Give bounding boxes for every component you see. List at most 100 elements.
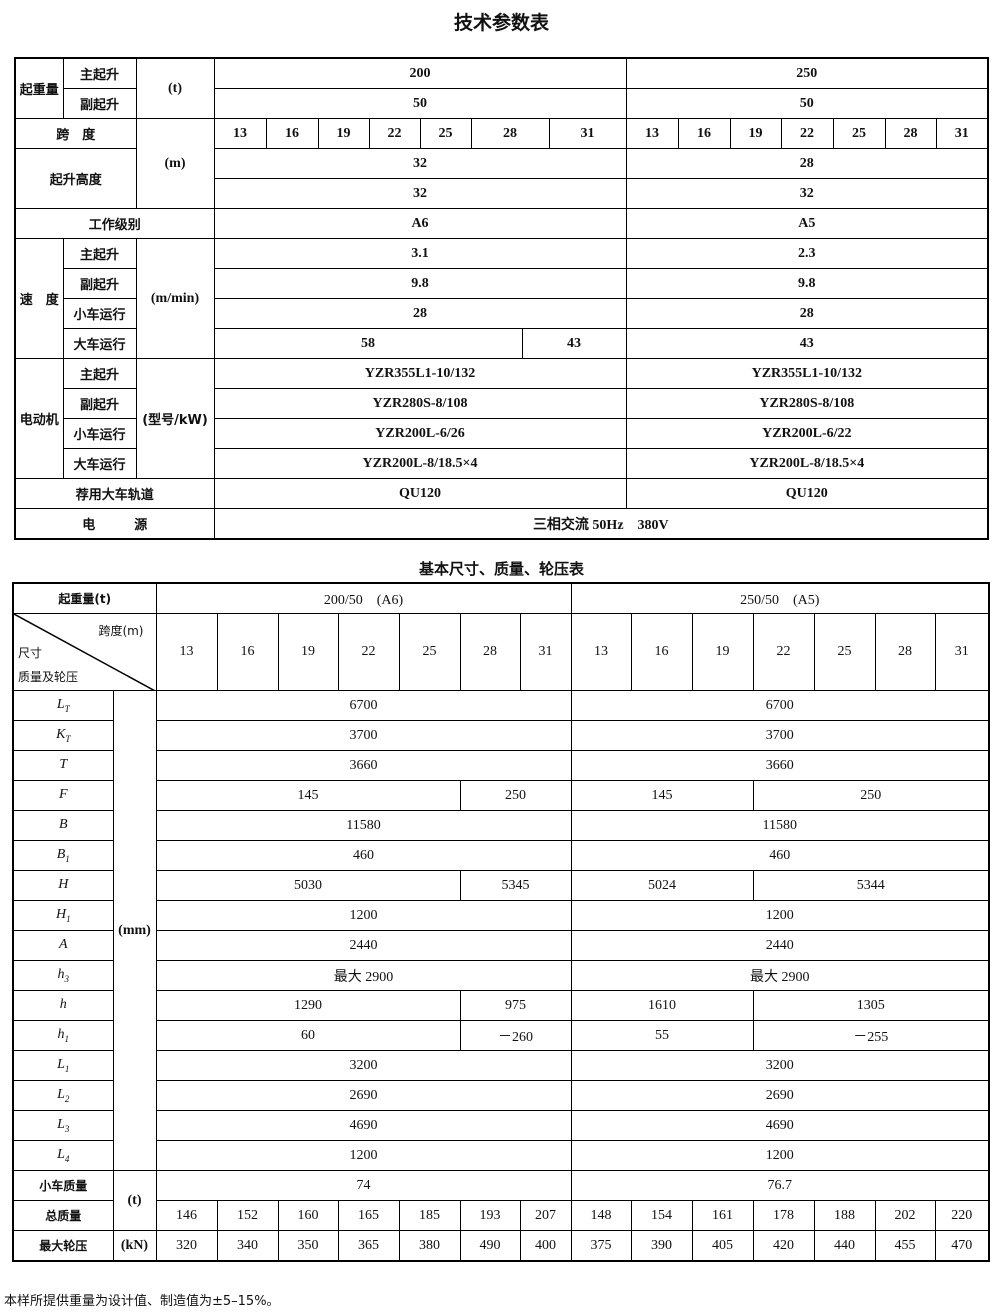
- cell: 145: [570, 780, 754, 811]
- table-title-dimensions: 基本尺寸、质量、轮压表: [418, 560, 584, 578]
- cell: 365: [337, 1230, 400, 1262]
- cell: 3660: [155, 750, 572, 781]
- cell: 3660: [570, 750, 990, 781]
- duty-label: 工作级别: [14, 208, 215, 239]
- unit-t: (t): [135, 57, 215, 119]
- cell: 55: [570, 1020, 754, 1051]
- cell: 3700: [570, 720, 990, 751]
- dimension-symbol: L1: [12, 1050, 114, 1081]
- row-power: 电 源 三相交流 50Hz 380V: [14, 508, 989, 540]
- cell: 16: [677, 118, 731, 149]
- cell: 25: [398, 613, 461, 691]
- cell: 320: [155, 1230, 218, 1262]
- row-label: 副起升: [62, 388, 137, 419]
- dimension-symbol: T: [12, 750, 114, 781]
- dimension-symbol: h3: [12, 960, 114, 991]
- cell: 58: [215, 329, 523, 358]
- unit-model-kw: (型号/kW): [135, 358, 215, 479]
- cell: 13: [213, 118, 267, 149]
- cell: YZR200L-6/22: [625, 418, 989, 449]
- row-label: 大车运行: [62, 328, 137, 359]
- symbol-letter: F: [58, 787, 68, 803]
- cell: 2690: [155, 1080, 572, 1111]
- header-spans: 跨度(m) 尺寸 质量及轮压 13 16 19 22 25 28 31 13 1…: [12, 613, 990, 691]
- symbol-subscript: 4: [64, 1153, 70, 1164]
- symbol-letter: L: [57, 1117, 65, 1133]
- cell: 50: [213, 88, 627, 119]
- cell: 6700: [155, 690, 572, 721]
- symbol-letter: h: [59, 997, 67, 1013]
- cell: 375: [570, 1230, 632, 1262]
- cell: 19: [277, 613, 339, 691]
- cell: 16: [216, 613, 279, 691]
- cell: 28: [459, 613, 521, 691]
- corner-size-label: 尺寸: [18, 646, 43, 660]
- symbol-letter: H: [55, 907, 67, 923]
- cell: 185: [398, 1200, 461, 1231]
- dimension-row: H1 1200 1200: [12, 900, 990, 931]
- cell: 4690: [155, 1110, 572, 1141]
- cell: －255: [752, 1020, 990, 1051]
- dimension-symbol: H: [12, 870, 114, 901]
- symbol-letter: T: [59, 757, 68, 773]
- symbol-letter: h: [57, 967, 65, 983]
- lift-height-label: 起升高度: [14, 148, 137, 209]
- cell: 400: [519, 1230, 572, 1262]
- cell: 1200: [570, 1140, 990, 1171]
- cell: 16: [265, 118, 319, 149]
- cell: 19: [729, 118, 782, 149]
- cell: 2690: [570, 1080, 990, 1111]
- cell: 31: [935, 118, 989, 149]
- cell: YZR200L-8/18.5×4: [625, 448, 989, 479]
- unit-m: (m): [135, 118, 215, 209]
- cell: 148: [570, 1200, 632, 1231]
- cell: 6700: [570, 690, 990, 721]
- technical-parameters-table: 起重量 主起升 (t) 200 250 副起升 50 50 跨 度 (m) 13…: [14, 57, 990, 540]
- cell: 490: [459, 1230, 521, 1262]
- rail-label: 荐用大车轨道: [14, 478, 215, 509]
- dimension-row: H 5030 5345 5024 5344: [12, 870, 990, 901]
- cell: 3200: [155, 1050, 572, 1081]
- cell: 11580: [155, 810, 572, 841]
- row-label: 主起升: [62, 358, 137, 389]
- cell: 455: [874, 1230, 936, 1262]
- main-hoist-label: 主起升: [62, 57, 137, 89]
- row-rail: 荐用大车轨道 QU120 QU120: [14, 478, 989, 509]
- row-motor-main: 电动机 主起升 (型号/kW) YZR355L1-10/132 YZR355L1…: [14, 358, 989, 479]
- cell: 25: [813, 613, 876, 691]
- cell: 440: [813, 1230, 876, 1262]
- cell: 9.8: [213, 268, 627, 299]
- symbol-subscript: 1: [64, 1033, 70, 1044]
- cell: 22: [337, 613, 400, 691]
- row-speed-crane: 大车运行 58 43 43: [15, 328, 989, 359]
- dimension-row: h 1290 975 1610 1305: [12, 990, 990, 1021]
- symbol-subscript: 3: [64, 973, 70, 984]
- dimension-symbol: B1: [12, 840, 114, 871]
- cell: 145: [155, 780, 461, 811]
- cell: 200: [213, 57, 627, 89]
- dimension-symbol: h1: [12, 1020, 114, 1051]
- capacity-label: 起重量: [14, 57, 64, 119]
- cell: 250: [752, 780, 990, 811]
- cell: 146: [155, 1200, 218, 1231]
- cell: YZR200L-6/26: [213, 418, 627, 449]
- footnote: 本样所提供重量为设计值、制造值为±5–15%。: [4, 1294, 280, 1309]
- row-trolley-mass: 小车质量 (t) 74 76.7: [12, 1170, 990, 1231]
- row-total-mass: 总质量 146 152 160 165 185 193 207 148 154 161 178 188…: [12, 1200, 990, 1231]
- cell: 22: [780, 118, 834, 149]
- symbol-letter: K: [56, 727, 66, 743]
- cell: 三相交流 50Hz 380V: [213, 508, 989, 540]
- cell: 28: [625, 148, 989, 179]
- cell: 4690: [570, 1110, 990, 1141]
- cell: 470: [934, 1230, 990, 1262]
- cell: 340: [216, 1230, 279, 1262]
- cell: 405: [691, 1230, 754, 1262]
- dimension-symbol: B: [12, 810, 114, 841]
- row-max-wheel-load: 最大轮压 (kN) 320 340 350 365 380 490 400 375 390 405…: [12, 1230, 990, 1262]
- cell: 31: [519, 613, 572, 691]
- dimension-symbol: L2: [12, 1080, 114, 1111]
- total-mass-label: 总质量: [12, 1200, 114, 1231]
- dimensions-mass-wheel-load-table: 起重量(t) 200/50 (A6) 250/50 (A5) 跨度(m) 尺寸 …: [12, 582, 991, 1262]
- cell: 74: [155, 1170, 572, 1201]
- cell: 188: [813, 1200, 876, 1231]
